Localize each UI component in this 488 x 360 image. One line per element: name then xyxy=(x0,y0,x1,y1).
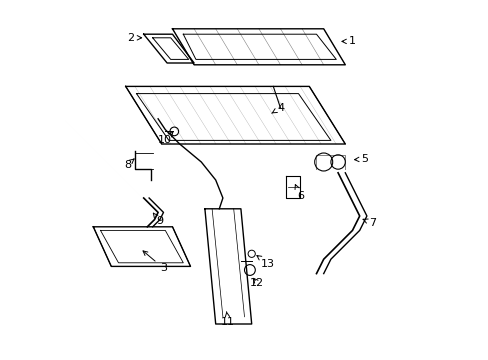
Text: 8: 8 xyxy=(123,159,134,170)
Text: 5: 5 xyxy=(354,154,368,164)
Text: 7: 7 xyxy=(362,218,375,228)
Text: 3: 3 xyxy=(143,251,167,273)
Text: 13: 13 xyxy=(256,256,274,269)
Text: 4: 4 xyxy=(271,103,284,113)
Text: 2: 2 xyxy=(127,33,142,43)
Text: 1: 1 xyxy=(341,36,355,46)
Text: 9: 9 xyxy=(153,213,163,226)
Text: 6: 6 xyxy=(294,185,303,201)
Text: 12: 12 xyxy=(249,278,264,288)
Text: 10: 10 xyxy=(158,132,173,145)
Text: 11: 11 xyxy=(221,312,235,327)
